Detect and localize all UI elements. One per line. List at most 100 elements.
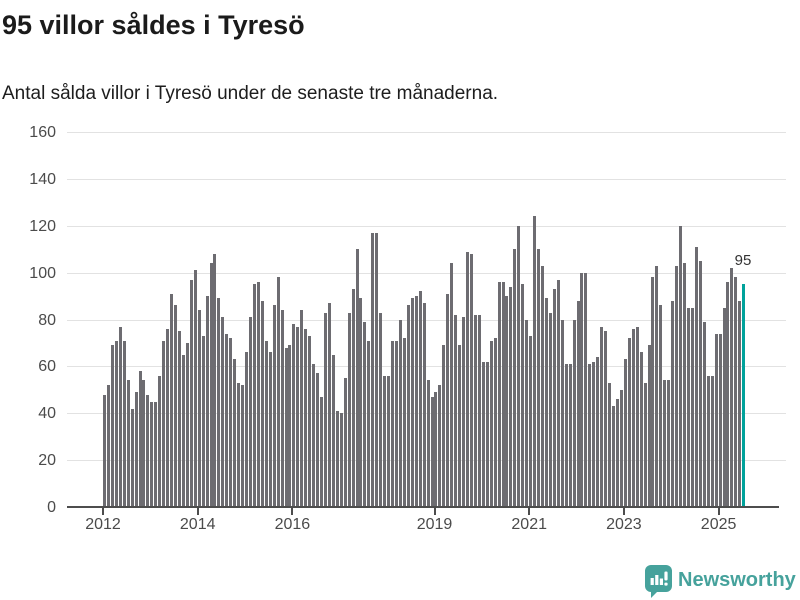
bar-month-10 (142, 380, 146, 507)
bar-month-99 (493, 338, 497, 508)
bar-month-135 (635, 326, 639, 507)
bar-month-41 (264, 340, 268, 507)
bar-month-150 (694, 246, 698, 507)
bar-month-93 (469, 253, 473, 507)
x-axis-label-2025: 2025 (700, 516, 737, 533)
gridline-60 (67, 366, 786, 367)
bar-month-50 (300, 310, 304, 507)
y-axis-label-60: 60 (38, 358, 56, 375)
bar-month-86 (442, 345, 446, 507)
bar-month-126 (600, 326, 604, 507)
x-tick-2021 (528, 508, 531, 515)
x-tick-2019 (433, 508, 436, 515)
bar-month-63 (351, 289, 355, 507)
logo-mini-bar-3 (659, 578, 663, 585)
bar-month-79 (414, 296, 418, 507)
gridline-20 (67, 460, 786, 461)
bar-month-144 (671, 300, 675, 508)
bar-month-68 (371, 232, 375, 507)
bar-month-130 (615, 399, 619, 507)
bar-month-28 (213, 253, 217, 507)
bar-month-136 (639, 352, 643, 507)
bar-month-161 (738, 300, 742, 508)
bar-month-59 (335, 410, 339, 507)
bar-month-145 (675, 265, 679, 507)
bar-month-12 (150, 401, 154, 507)
newsworthy-logo-icon (645, 565, 672, 598)
bar-month-14 (158, 375, 162, 508)
bar-month-143 (667, 380, 671, 507)
bar-month-74 (395, 340, 398, 507)
bar-month-85 (438, 385, 442, 507)
bar-month-98 (489, 340, 493, 507)
bar-month-108 (529, 335, 533, 507)
bar-month-109 (533, 216, 537, 507)
bar-month-160 (734, 277, 738, 507)
bar-month-106 (521, 284, 525, 507)
bar-month-133 (627, 338, 631, 508)
bar-month-42 (268, 352, 272, 507)
bar-month-89 (454, 314, 458, 507)
x-axis-label-2023: 2023 (606, 516, 642, 533)
bar-month-107 (525, 319, 529, 507)
bar-month-158 (726, 282, 730, 507)
x-tick-2012 (102, 508, 104, 515)
gridline-120 (67, 226, 786, 227)
logo-bubble-shape (645, 565, 672, 592)
bar-month-87 (446, 293, 450, 507)
bar-month-26 (205, 296, 209, 507)
bar-month-4 (118, 326, 122, 507)
y-axis-label-0: 0 (47, 499, 56, 516)
bar-month-43 (272, 305, 276, 507)
logo-mini-bar-1 (650, 578, 654, 585)
bar-month-95 (477, 314, 481, 507)
x-tick-2014 (196, 508, 199, 515)
bar-month-29 (217, 298, 221, 507)
bar-month-52 (308, 335, 312, 507)
bar-month-70 (379, 312, 383, 507)
bar-month-142 (663, 380, 667, 507)
bar-month-117 (564, 364, 568, 507)
bar-month-47 (288, 345, 292, 507)
bar-month-113 (548, 312, 552, 507)
bar-month-103 (509, 286, 513, 507)
y-axis-label-140: 140 (29, 171, 56, 188)
bar-month-77 (406, 305, 410, 507)
bar-month-91 (462, 317, 466, 507)
bar-month-76 (402, 338, 406, 508)
bar-month-121 (580, 272, 584, 507)
bar-month-38 (252, 284, 256, 507)
bar-month-156 (718, 333, 722, 507)
bar-month-1 (106, 385, 110, 507)
bar-month-27 (209, 263, 213, 508)
bar-month-132 (623, 359, 627, 507)
bar-month-155 (714, 333, 718, 507)
x-axis-label-2016: 2016 (274, 516, 311, 533)
bar-month-23 (193, 270, 197, 507)
bar-month-69 (375, 232, 379, 507)
bar-month-13 (154, 401, 158, 507)
x-axis-label-2014: 2014 (179, 516, 216, 533)
bar-month-141 (659, 305, 663, 507)
bar-month-20 (181, 354, 185, 507)
bar-month-24 (197, 310, 201, 507)
bar-month-60 (339, 413, 343, 508)
gridline-80 (67, 320, 786, 321)
y-axis-label-120: 120 (29, 218, 56, 235)
bar-month-55 (320, 396, 324, 507)
bar-month-124 (592, 361, 596, 507)
logo-bubble-tail (651, 589, 660, 598)
bar-month-71 (383, 375, 387, 508)
bar-month-139 (651, 277, 655, 507)
bar-month-51 (304, 328, 308, 507)
highlight-value-label: 95 (734, 252, 752, 269)
bar-month-137 (643, 382, 647, 507)
bar-month-39 (256, 282, 260, 507)
bar-month-157 (722, 307, 726, 507)
logo-exclamation-dot (664, 582, 668, 586)
y-axis-label-100: 100 (29, 265, 56, 282)
bar-month-105 (517, 225, 521, 508)
bar-month-149 (690, 307, 694, 507)
bar-month-154 (710, 375, 714, 508)
bar-month-46 (284, 347, 288, 507)
